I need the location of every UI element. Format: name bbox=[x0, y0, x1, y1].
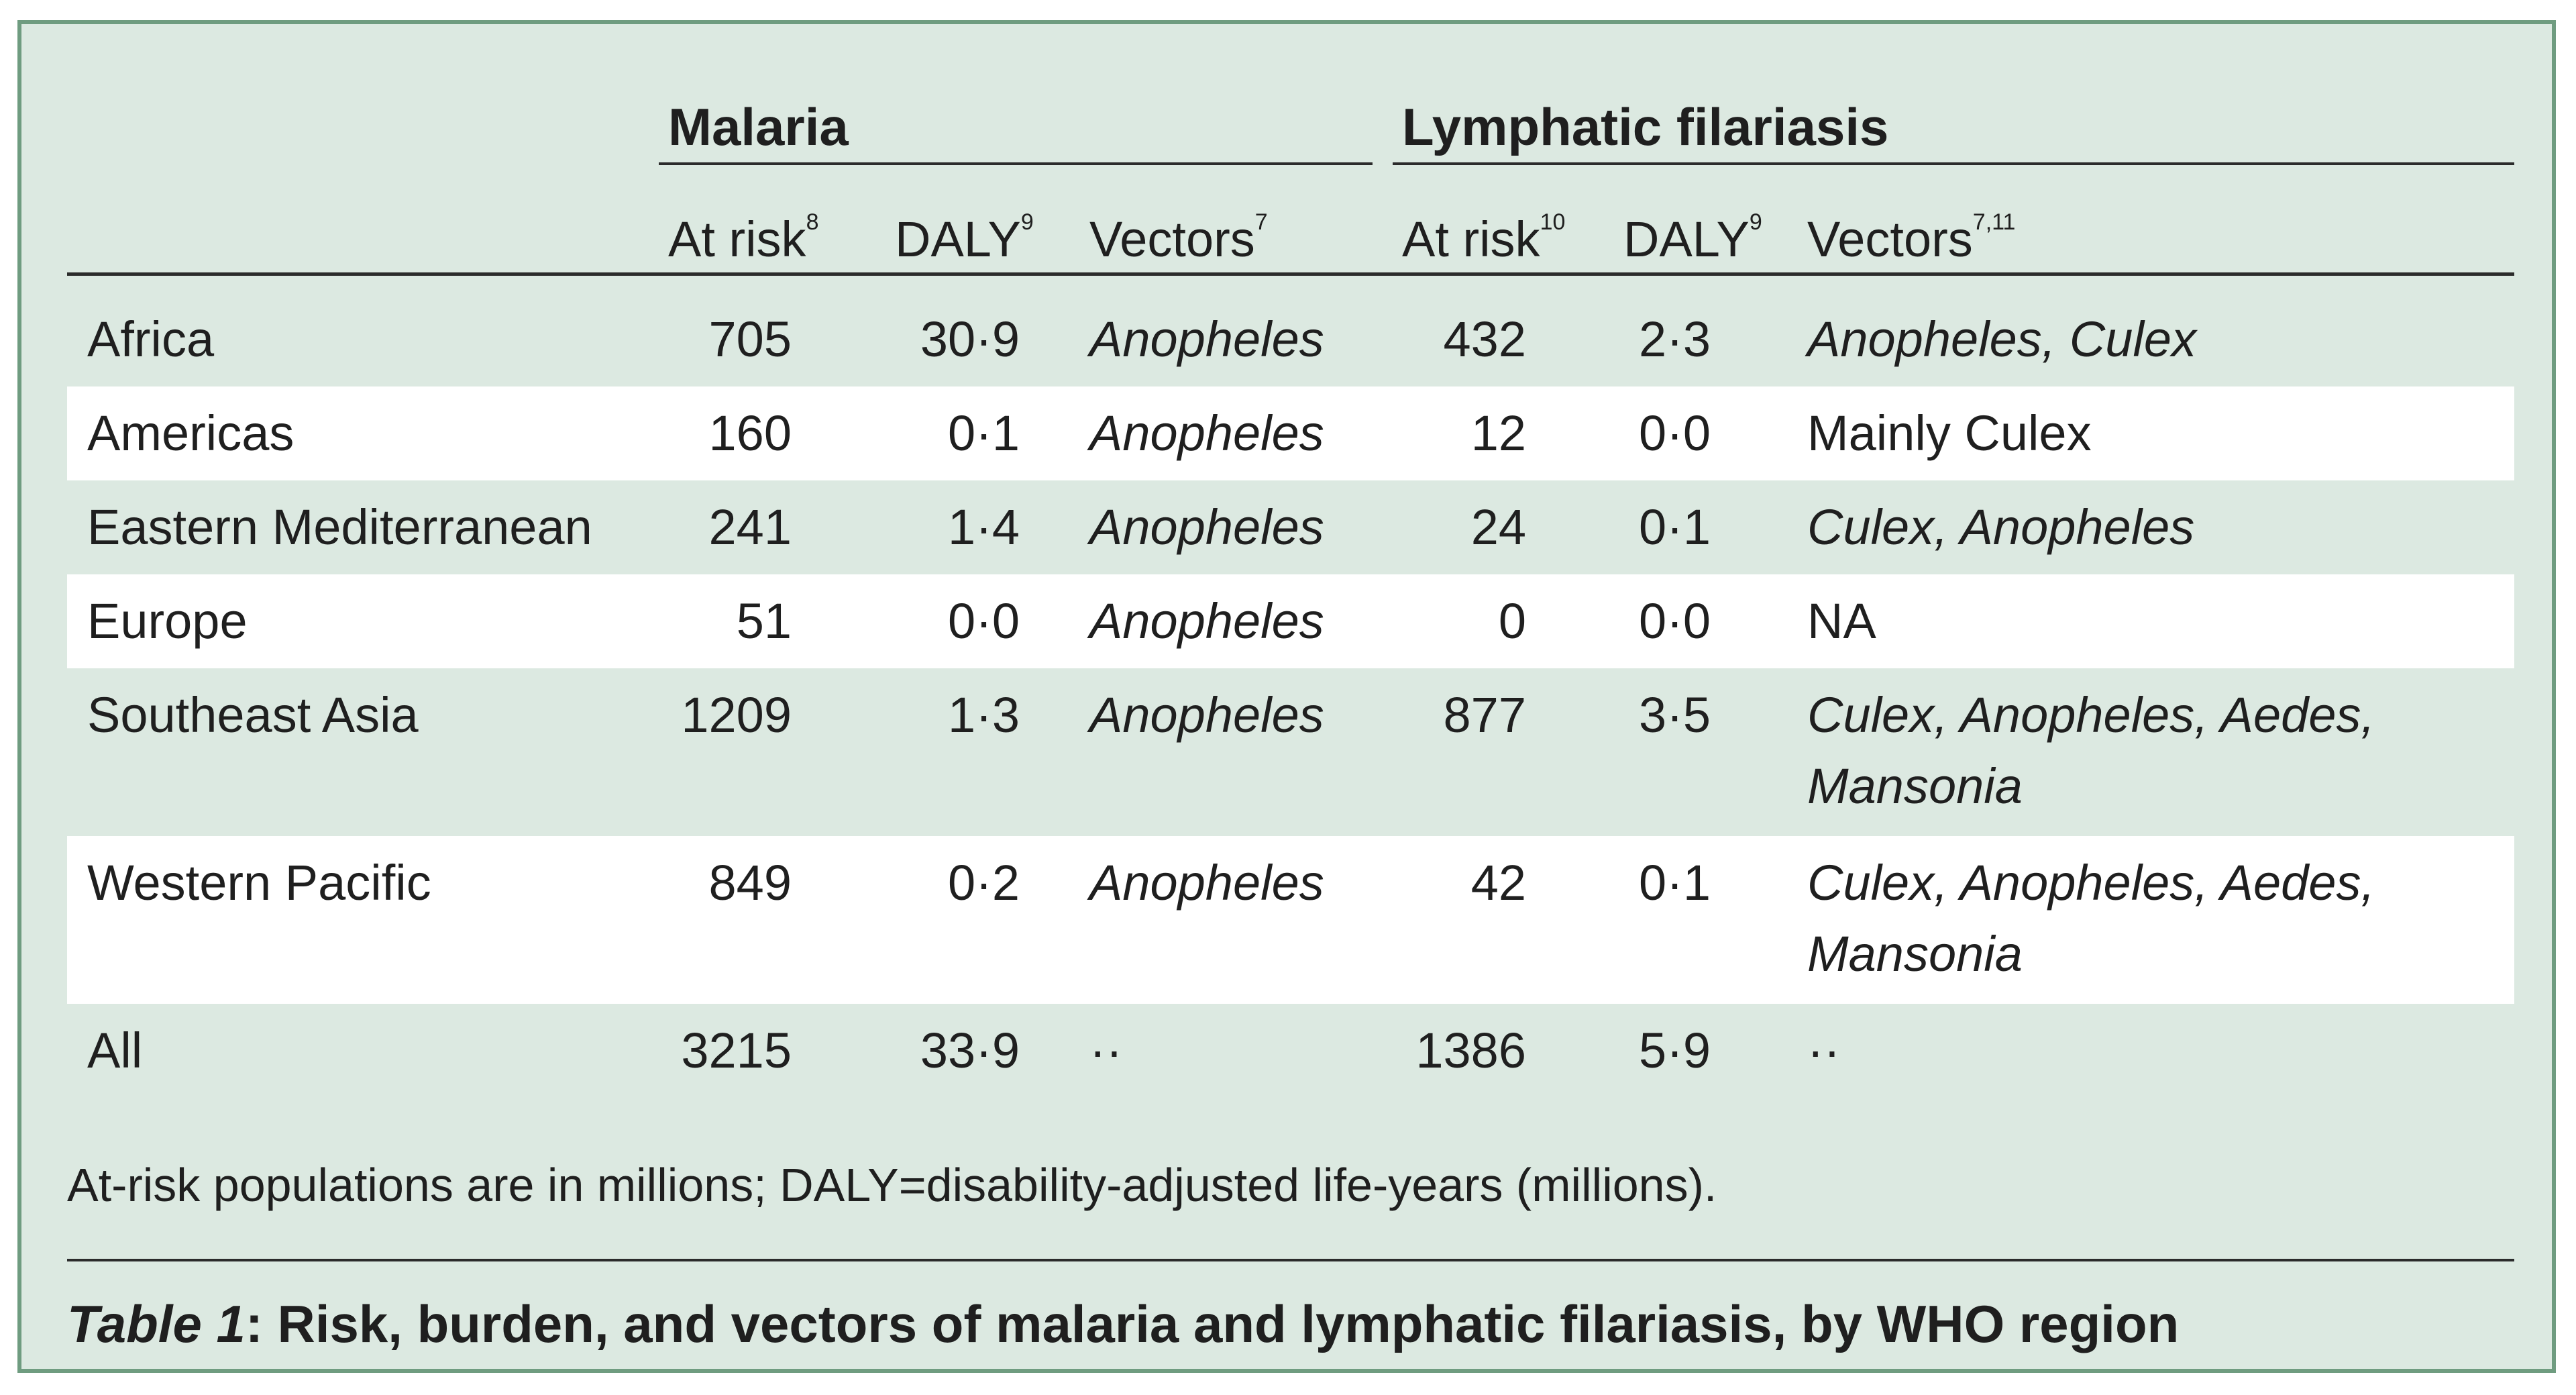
lf-at-risk-cell: 1386 bbox=[1415, 1023, 1526, 1078]
lf-vectors-cell: Culex, Anopheles bbox=[1807, 499, 2195, 555]
lf-at-risk-cell: 877 bbox=[1443, 687, 1526, 743]
header-rule bbox=[67, 272, 2514, 276]
malaria-daly-cell: 0·2 bbox=[948, 855, 1020, 911]
malaria-daly-cell: 33·9 bbox=[920, 1023, 1020, 1078]
malaria-vectors-cell: Anopheles bbox=[1089, 855, 1324, 911]
malaria-vectors-cell: ·· bbox=[1089, 1023, 1123, 1078]
group-rule-lymphatic-filariasis bbox=[1393, 162, 2514, 165]
table-caption: Table 1: Risk, burden, and vectors of ma… bbox=[67, 1294, 2179, 1355]
table-panel: Malaria Lymphatic filariasis At risk8 DA… bbox=[17, 20, 2556, 1373]
column-header-lf-daly: DALY9 bbox=[1623, 209, 1762, 267]
caption-label: Table 1 bbox=[67, 1294, 246, 1353]
malaria-at-risk-cell: 849 bbox=[708, 855, 792, 911]
group-header-lymphatic-filariasis: Lymphatic filariasis bbox=[1402, 97, 1889, 156]
caption-text: : Risk, burden, and vectors of malaria a… bbox=[245, 1294, 2180, 1353]
region-cell: Africa bbox=[87, 311, 215, 367]
column-header-lf-at-risk: At risk10 bbox=[1402, 209, 1566, 267]
table-row: Europe 51 0·0 Anopheles 0 0·0 NA bbox=[67, 574, 2514, 668]
lf-daly-cell: 2·3 bbox=[1639, 311, 1711, 367]
lf-daly-cell: 5·9 bbox=[1639, 1023, 1711, 1078]
group-header-malaria: Malaria bbox=[668, 97, 849, 156]
lf-daly-cell: 3·5 bbox=[1639, 687, 1711, 743]
column-header-lf-vectors: Vectors7,11 bbox=[1807, 209, 2016, 267]
column-header-malaria-daly: DALY9 bbox=[895, 209, 1034, 267]
malaria-daly-cell: 0·0 bbox=[948, 593, 1020, 649]
lf-at-risk-cell: 24 bbox=[1470, 499, 1526, 555]
malaria-vectors-cell: Anopheles bbox=[1089, 405, 1324, 461]
region-cell: Southeast Asia bbox=[87, 687, 419, 743]
malaria-vectors-cell: Anopheles bbox=[1089, 311, 1324, 367]
lf-daly-cell: 0·0 bbox=[1639, 593, 1711, 649]
lf-daly-cell: 0·1 bbox=[1639, 499, 1711, 555]
lf-vectors-cell: Anopheles, Culex bbox=[1807, 311, 2197, 367]
malaria-at-risk-cell: 51 bbox=[736, 593, 792, 649]
lf-at-risk-cell: 42 bbox=[1470, 855, 1526, 911]
malaria-vectors-cell: Anopheles bbox=[1089, 593, 1324, 649]
region-cell: Eastern Mediterranean bbox=[87, 499, 592, 555]
lf-vectors-cell: NA bbox=[1807, 593, 1876, 649]
malaria-at-risk-cell: 241 bbox=[708, 499, 792, 555]
lf-at-risk-cell: 432 bbox=[1443, 311, 1526, 367]
malaria-daly-cell: 1·4 bbox=[948, 499, 1020, 555]
column-header-malaria-at-risk: At risk8 bbox=[668, 209, 819, 267]
table-row: Africa 705 30·9 Anopheles 432 2·3 Anophe… bbox=[67, 293, 2514, 386]
malaria-at-risk-cell: 160 bbox=[708, 405, 792, 461]
malaria-at-risk-cell: 705 bbox=[708, 311, 792, 367]
lf-vectors-cell: Culex, Anopheles, Aedes, Mansonia bbox=[1807, 855, 2375, 982]
region-cell: Americas bbox=[87, 405, 294, 461]
malaria-vectors-cell: Anopheles bbox=[1089, 687, 1324, 743]
lf-vectors-cell: Culex, Anopheles, Aedes, Mansonia bbox=[1807, 687, 2375, 814]
malaria-vectors-cell: Anopheles bbox=[1089, 499, 1324, 555]
column-header-malaria-vectors: Vectors7 bbox=[1089, 209, 1268, 267]
table-row: Americas 160 0·1 Anopheles 12 0·0 Mainly… bbox=[67, 386, 2514, 480]
region-cell: All bbox=[87, 1023, 143, 1078]
region-cell: Europe bbox=[87, 593, 248, 649]
lf-vectors-cell: ·· bbox=[1807, 1023, 1841, 1078]
group-rule-malaria bbox=[659, 162, 1373, 165]
malaria-daly-cell: 0·1 bbox=[948, 405, 1020, 461]
table-row: Southeast Asia 1209 1·3 Anopheles 877 3·… bbox=[67, 668, 2514, 836]
table-footnote: At-risk populations are in millions; DAL… bbox=[67, 1159, 1717, 1211]
lf-at-risk-cell: 0 bbox=[1498, 593, 1526, 649]
lf-daly-cell: 0·1 bbox=[1639, 855, 1711, 911]
caption-rule bbox=[67, 1259, 2514, 1261]
malaria-at-risk-cell: 1209 bbox=[681, 687, 792, 743]
malaria-at-risk-cell: 3215 bbox=[681, 1023, 792, 1078]
lf-vectors-cell: Mainly Culex bbox=[1807, 405, 2092, 461]
table-row-total: All 3215 33·9 ·· 1386 5·9 ·· bbox=[67, 1004, 2514, 1098]
malaria-daly-cell: 1·3 bbox=[948, 687, 1020, 743]
lf-at-risk-cell: 12 bbox=[1470, 405, 1526, 461]
table-row: Eastern Mediterranean 241 1·4 Anopheles … bbox=[67, 480, 2514, 574]
region-cell: Western Pacific bbox=[87, 855, 431, 911]
malaria-daly-cell: 30·9 bbox=[920, 311, 1020, 367]
lf-daly-cell: 0·0 bbox=[1639, 405, 1711, 461]
table-row: Western Pacific 849 0·2 Anopheles 42 0·1… bbox=[67, 836, 2514, 1004]
